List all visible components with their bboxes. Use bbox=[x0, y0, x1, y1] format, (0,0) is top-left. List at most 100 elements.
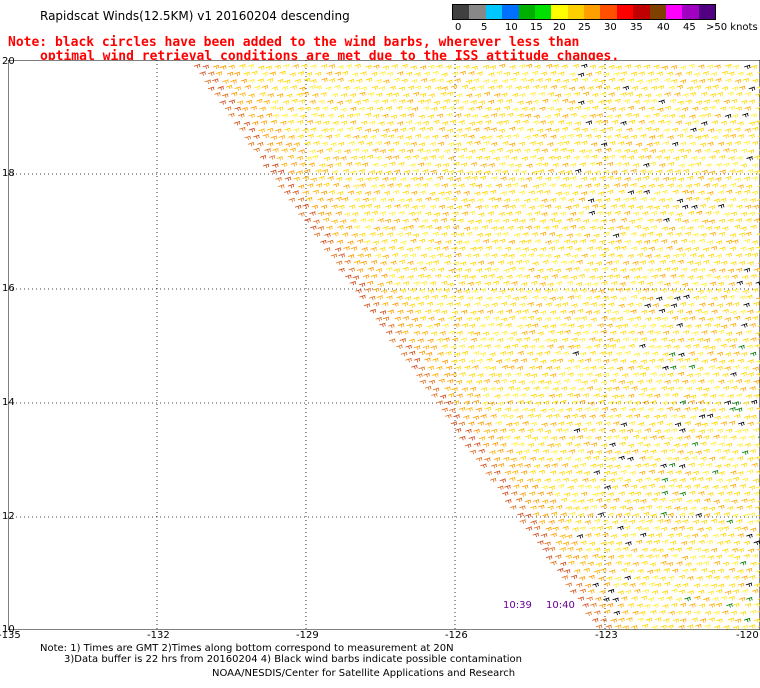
wind-barb bbox=[743, 267, 751, 273]
wind-barb bbox=[614, 400, 622, 405]
wind-barb bbox=[746, 168, 754, 174]
wind-barb bbox=[718, 379, 725, 385]
wind-barb bbox=[536, 78, 543, 83]
wind-barb bbox=[639, 260, 647, 265]
wind-barb bbox=[456, 393, 463, 399]
wind-barb bbox=[488, 372, 496, 378]
wind-barb bbox=[361, 148, 369, 154]
wind-barb bbox=[441, 183, 449, 188]
wind-barb bbox=[605, 386, 612, 392]
wind-barb bbox=[670, 273, 677, 279]
latitude-label: 12 bbox=[2, 511, 15, 522]
wind-barb bbox=[716, 91, 724, 97]
wind-barb bbox=[473, 316, 481, 322]
wind-barb bbox=[649, 323, 657, 329]
wind-barb bbox=[424, 385, 432, 391]
wind-barb bbox=[533, 225, 541, 230]
wind-barb bbox=[363, 303, 371, 308]
wind-barb bbox=[226, 71, 234, 77]
wind-barb bbox=[736, 92, 743, 97]
wind-barb bbox=[606, 161, 614, 167]
wind-barb bbox=[656, 296, 663, 301]
wind-barb bbox=[512, 133, 520, 139]
wind-barb bbox=[594, 358, 602, 363]
wind-barb bbox=[639, 343, 646, 349]
wind-barb bbox=[699, 302, 706, 307]
wind-barb bbox=[602, 184, 610, 189]
wind-barb bbox=[740, 226, 747, 231]
wind-barb bbox=[737, 121, 744, 126]
wind-barb bbox=[737, 358, 745, 364]
wind-barb bbox=[648, 309, 656, 314]
wind-barb bbox=[565, 121, 573, 126]
wind-barb bbox=[334, 149, 342, 154]
wind-barb bbox=[697, 127, 705, 133]
wind-barb bbox=[472, 78, 480, 83]
wind-barb bbox=[335, 196, 342, 202]
wind-barb bbox=[326, 225, 333, 231]
wind-barb bbox=[656, 280, 664, 286]
wind-barb bbox=[646, 379, 653, 384]
wind-barb bbox=[265, 65, 273, 71]
wind-barb bbox=[747, 309, 754, 315]
wind-barb bbox=[687, 210, 695, 216]
wind-barb bbox=[481, 401, 489, 406]
wind-barb bbox=[652, 177, 660, 182]
wind-barb bbox=[685, 386, 693, 392]
wind-barb bbox=[401, 253, 409, 259]
wind-barb bbox=[470, 100, 477, 105]
wind-barb bbox=[480, 163, 487, 168]
lat-lon-grid bbox=[8, 60, 760, 630]
wind-barb bbox=[700, 91, 708, 97]
wind-barb bbox=[382, 316, 390, 321]
wind-barb bbox=[441, 168, 449, 174]
wind-barb bbox=[474, 93, 482, 98]
wind-barb bbox=[569, 72, 576, 77]
wind-barb bbox=[535, 365, 543, 371]
wind-barb bbox=[321, 128, 328, 133]
wind-barb bbox=[747, 372, 755, 377]
wind-barb bbox=[512, 296, 520, 301]
wind-barb bbox=[698, 114, 705, 119]
wind-barb bbox=[299, 162, 306, 167]
wind-barb bbox=[526, 127, 534, 133]
wind-barb bbox=[575, 282, 583, 287]
wind-barb bbox=[510, 156, 518, 161]
wind-barb bbox=[578, 225, 586, 231]
legend-tick-label: 10 bbox=[505, 22, 518, 33]
wind-barb bbox=[228, 112, 235, 118]
wind-barb bbox=[707, 253, 715, 258]
wind-barb bbox=[436, 302, 444, 307]
wind-barb bbox=[571, 303, 578, 308]
wind-barb bbox=[513, 119, 521, 125]
wind-barb bbox=[714, 401, 721, 406]
wind-barb bbox=[757, 185, 760, 188]
wind-barb bbox=[214, 91, 221, 97]
wind-barb bbox=[616, 366, 624, 372]
wind-barb bbox=[438, 191, 445, 196]
wind-barb bbox=[528, 408, 536, 413]
wind-barb bbox=[522, 407, 529, 413]
wind-barb bbox=[584, 358, 592, 363]
wind-barb bbox=[297, 184, 305, 189]
wind-barb bbox=[228, 99, 236, 104]
legend-swatch bbox=[534, 5, 552, 19]
wind-barb bbox=[483, 155, 491, 161]
wind-barb bbox=[406, 149, 414, 154]
wind-barb bbox=[688, 239, 696, 245]
wind-barb bbox=[207, 86, 215, 92]
wind-barb bbox=[659, 210, 667, 216]
wind-barb bbox=[598, 100, 605, 105]
wind-barb bbox=[442, 162, 450, 168]
wind-barb bbox=[688, 364, 696, 370]
wind-barb bbox=[483, 91, 491, 97]
wind-barb bbox=[641, 86, 648, 92]
wind-barb bbox=[562, 191, 570, 196]
wind-barb bbox=[517, 126, 524, 132]
wind-barb bbox=[451, 197, 458, 202]
wind-barb bbox=[528, 344, 536, 350]
wind-barb bbox=[411, 205, 418, 210]
wind-barb bbox=[506, 350, 514, 356]
wind-barb bbox=[527, 302, 534, 307]
wind-barb bbox=[504, 358, 511, 363]
